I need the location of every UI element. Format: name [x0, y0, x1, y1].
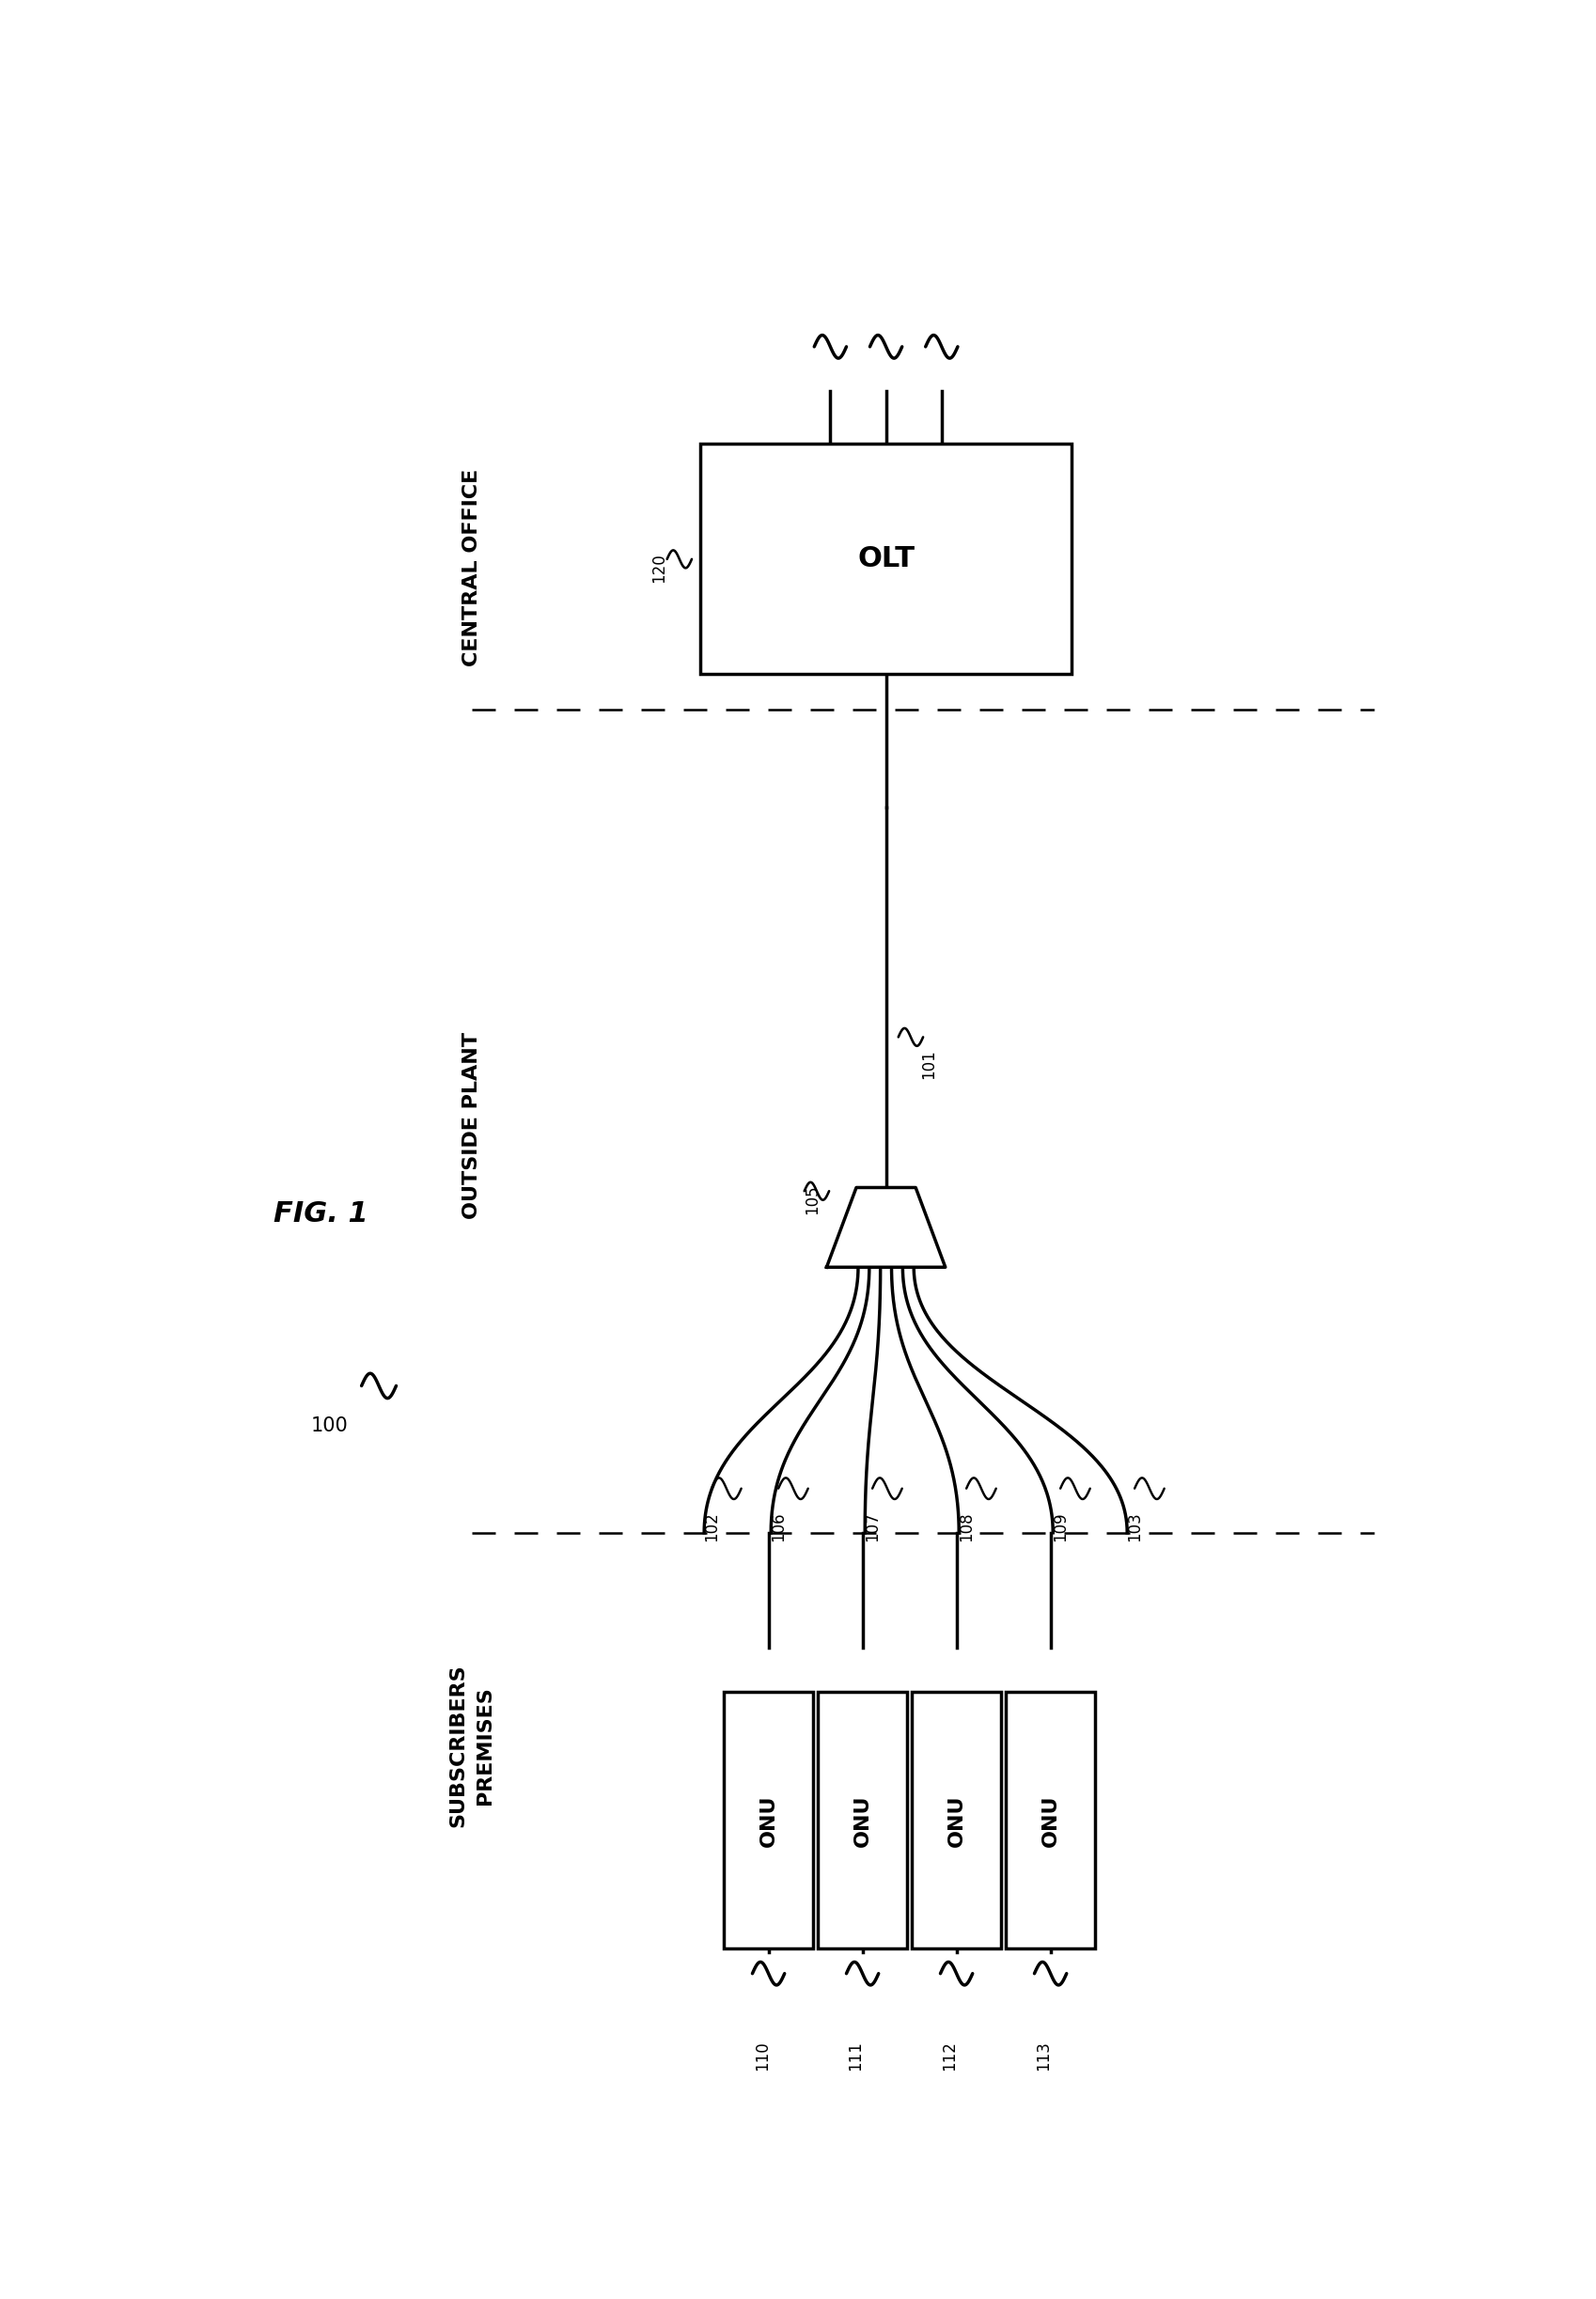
Text: OUTSIDE PLANT: OUTSIDE PLANT: [463, 1032, 480, 1218]
Text: FIG. 1: FIG. 1: [275, 1200, 369, 1228]
Text: 100: 100: [311, 1416, 348, 1435]
Text: 103: 103: [1127, 1513, 1143, 1543]
Text: 111: 111: [846, 2042, 863, 2071]
Text: CENTRAL OFFICE: CENTRAL OFFICE: [463, 469, 480, 667]
Text: SUBSCRIBERS
PREMISES: SUBSCRIBERS PREMISES: [448, 1664, 495, 1828]
Text: 108: 108: [958, 1513, 975, 1543]
Text: OLT: OLT: [857, 545, 915, 572]
Text: ONU: ONU: [1041, 1793, 1060, 1846]
Polygon shape: [827, 1189, 945, 1267]
Text: ONU: ONU: [946, 1793, 966, 1846]
Text: 120: 120: [650, 554, 667, 584]
Text: 112: 112: [940, 2042, 958, 2071]
Text: 109: 109: [1052, 1513, 1069, 1543]
Text: 106: 106: [769, 1513, 787, 1543]
Text: ONU: ONU: [760, 1793, 777, 1846]
Bar: [725, 1692, 812, 1950]
Bar: [817, 1692, 907, 1950]
Text: 105: 105: [803, 1184, 820, 1214]
Text: 102: 102: [704, 1513, 720, 1543]
Text: ONU: ONU: [854, 1793, 871, 1846]
Bar: [701, 444, 1071, 674]
Bar: [911, 1692, 1001, 1950]
Bar: [1005, 1692, 1095, 1950]
Text: 101: 101: [921, 1048, 937, 1078]
Text: 110: 110: [753, 2042, 771, 2071]
Text: 107: 107: [863, 1513, 881, 1543]
Text: 113: 113: [1034, 2042, 1052, 2071]
